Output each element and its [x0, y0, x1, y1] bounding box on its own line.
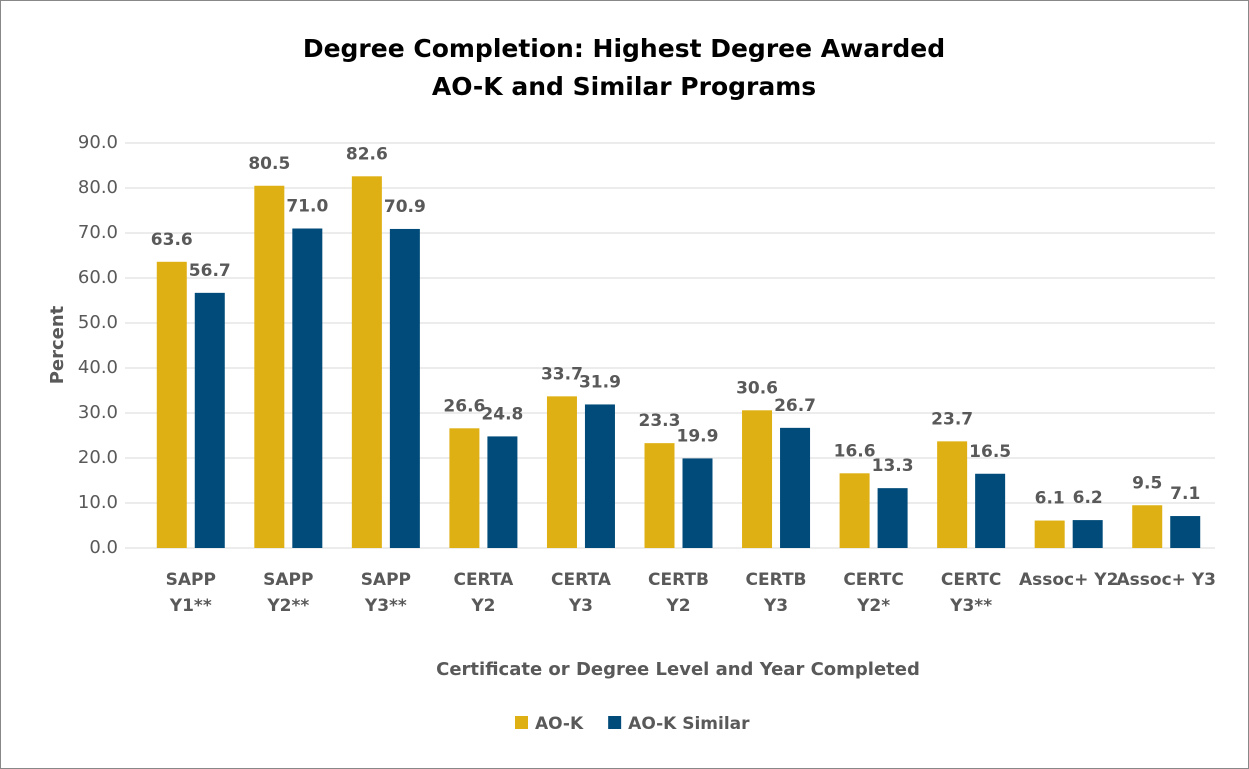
- x-tick-label: Y2: [470, 596, 495, 616]
- x-tick-label: SAPP: [361, 570, 411, 590]
- x-tick-label: Y3: [568, 596, 593, 616]
- bar: [644, 443, 675, 548]
- data-label: 80.5: [248, 154, 290, 174]
- data-label: 23.7: [931, 409, 973, 429]
- y-tick-label: 60.0: [78, 267, 118, 288]
- data-label: 33.7: [541, 364, 583, 384]
- x-tick-label: CERTC: [843, 570, 904, 590]
- data-label: 16.6: [834, 441, 876, 461]
- bar: [194, 292, 225, 548]
- data-label: 16.5: [969, 442, 1011, 462]
- legend-swatch: [515, 716, 528, 729]
- bar: [1132, 505, 1163, 548]
- x-axis-label: Certificate or Degree Level and Year Com…: [436, 659, 920, 680]
- y-axis-label: Percent: [47, 305, 68, 384]
- data-label: 7.1: [1170, 484, 1200, 504]
- data-label: 6.1: [1035, 489, 1065, 509]
- data-label: 63.6: [151, 230, 193, 250]
- y-tick-label: 90.0: [78, 132, 118, 153]
- y-tick-label: 0.0: [89, 537, 118, 558]
- x-tick-label: CERTA: [551, 570, 612, 590]
- bar: [449, 428, 480, 548]
- bar: [351, 176, 382, 549]
- bar: [937, 441, 968, 548]
- bar: [254, 185, 285, 548]
- bar: [487, 436, 518, 548]
- x-tick-label: Y2*: [856, 596, 890, 616]
- bar: [682, 458, 713, 548]
- data-label: 23.3: [639, 411, 681, 431]
- legend-label: AO-K Similar: [628, 714, 750, 734]
- legend-swatch: [608, 716, 622, 729]
- bar: [546, 396, 577, 548]
- x-tick-label: Y3**: [364, 596, 407, 616]
- data-label: 56.7: [189, 261, 231, 281]
- x-tick-label: CERTA: [453, 570, 514, 590]
- x-tick-label: CERTB: [648, 570, 709, 590]
- bar: [877, 488, 908, 548]
- bar: [839, 473, 870, 548]
- y-tick-label: 70.0: [78, 222, 118, 243]
- bar: [742, 410, 773, 548]
- x-tick-label: Y3**: [949, 596, 992, 616]
- y-tick-label: 30.0: [78, 402, 118, 423]
- bar: [1072, 520, 1103, 548]
- data-label: 30.6: [736, 378, 778, 398]
- y-tick-label: 50.0: [78, 312, 118, 333]
- data-label: 26.6: [443, 396, 485, 416]
- bar: [1034, 520, 1065, 548]
- data-label: 9.5: [1132, 473, 1162, 493]
- data-label: 13.3: [872, 456, 914, 476]
- x-tick-label: CERTB: [746, 570, 807, 590]
- data-label: 70.9: [384, 197, 426, 217]
- x-tick-label: Y2: [665, 596, 690, 616]
- data-label: 19.9: [677, 426, 719, 446]
- bar: [389, 228, 420, 548]
- y-tick-label: 40.0: [78, 357, 118, 378]
- bar: [292, 228, 323, 548]
- x-tick-label: CERTC: [941, 570, 1002, 590]
- bar: [780, 427, 811, 548]
- bar: [584, 404, 615, 548]
- data-label: 71.0: [286, 197, 328, 217]
- y-tick-label: 80.0: [78, 177, 118, 198]
- data-label: 31.9: [579, 372, 621, 392]
- x-tick-label: SAPP: [263, 570, 313, 590]
- data-label: 82.6: [346, 144, 388, 164]
- x-tick-label: Y3: [763, 596, 788, 616]
- chart-title: Degree Completion: Highest Degree Awarde…: [303, 34, 945, 63]
- y-tick-label: 10.0: [78, 492, 118, 513]
- x-tick-label: Y1**: [169, 596, 212, 616]
- x-tick-label: Assoc+ Y3: [1117, 570, 1216, 590]
- data-label: 6.2: [1073, 488, 1103, 508]
- data-label: 24.8: [481, 404, 523, 424]
- data-label: 26.7: [774, 396, 816, 416]
- bar: [975, 473, 1006, 548]
- legend-label: AO-K: [535, 714, 584, 734]
- bar: [156, 261, 187, 548]
- y-tick-label: 20.0: [78, 447, 118, 468]
- bar: [1170, 516, 1201, 548]
- chart-subtitle: AO-K and Similar Programs: [432, 72, 816, 101]
- x-tick-label: Assoc+ Y2: [1019, 570, 1118, 590]
- x-tick-label: SAPP: [166, 570, 216, 590]
- x-tick-label: Y2**: [266, 596, 309, 616]
